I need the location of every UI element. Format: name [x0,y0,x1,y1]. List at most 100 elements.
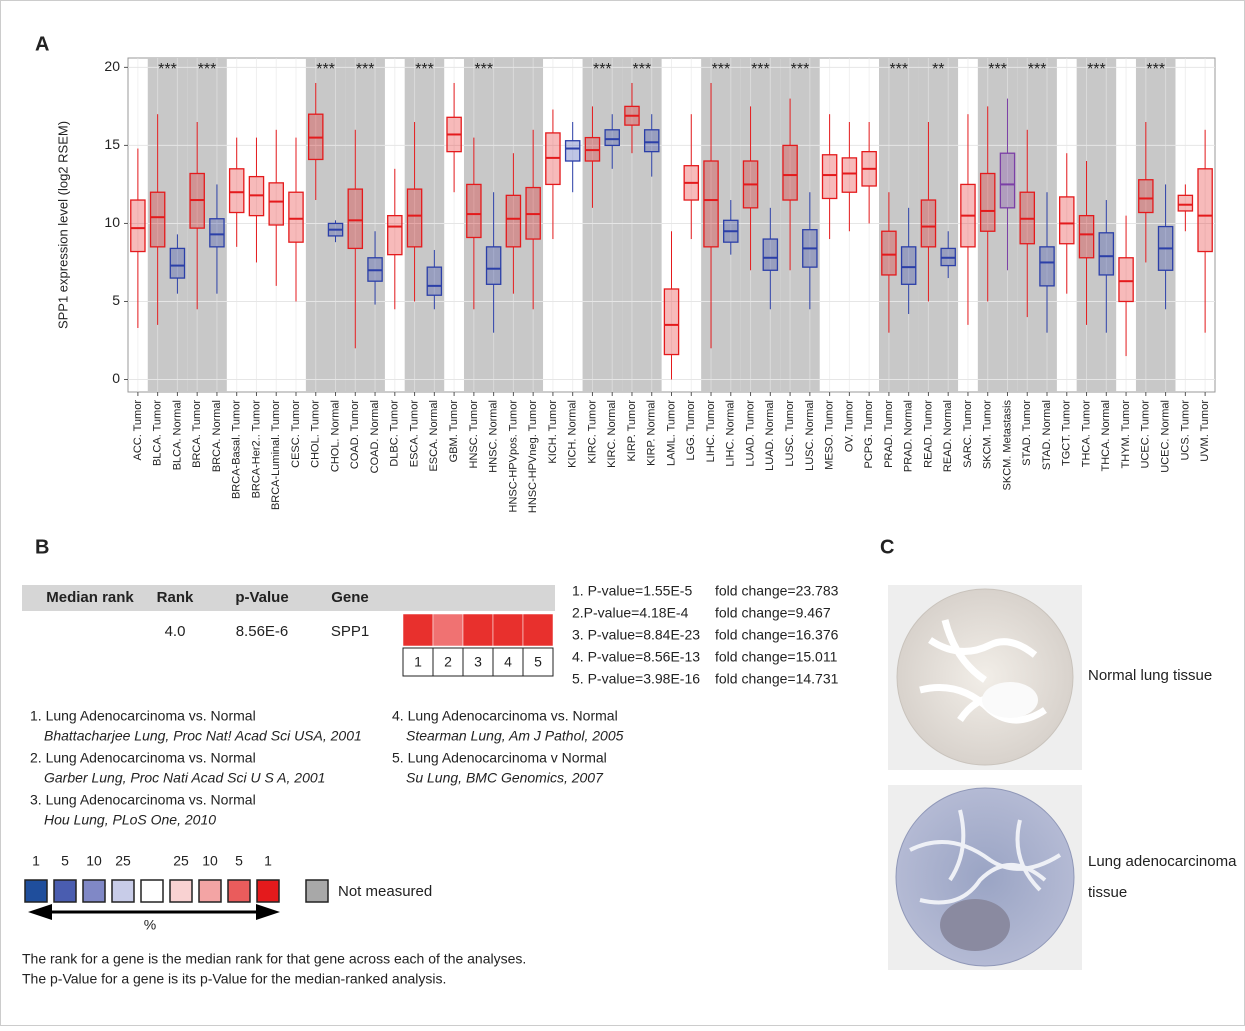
x-tick-label: ESCA. Normal [428,400,440,472]
x-tick-label: COAD. Normal [369,400,381,473]
x-tick-label: KIRC. Tumor [586,400,598,464]
heatmap-index: 2 [444,654,452,670]
x-tick-label: LUSC. Tumor [784,400,796,467]
study-citation: Su Lung, BMC Genomics, 2007 [406,770,604,786]
study-citation: Bhattacharjee Lung, Proc Nat! Acad Sci U… [44,728,362,744]
x-tick-label: BRCA-Basal. Tumor [231,400,243,499]
legend-label: 5 [61,853,69,869]
table-header: Gene [331,589,369,606]
y-tick-label: 0 [112,370,120,386]
x-tick-label: LUAD. Tumor [744,400,756,467]
box [151,192,165,247]
x-tick-label: UCEC. Normal [1159,400,1171,473]
significance: *** [1087,61,1106,78]
y-tick-label: 10 [104,214,120,230]
box [1079,216,1093,258]
shaded-pair [1136,58,1176,392]
x-tick-label: ESCA. Tumor [408,400,420,468]
shaded-pair [741,58,781,392]
box [605,130,619,146]
x-tick-label: LAML. Tumor [665,400,677,466]
legend-swatch [228,880,250,902]
study-title: 2. Lung Adenocarcinoma vs. Normal [30,750,256,766]
box [1000,153,1014,208]
x-tick-label: SARC. Tumor [962,400,974,468]
x-tick-label: BRCA. Normal [211,400,223,472]
x-tick-label: GBM. Tumor [448,400,460,463]
x-tick-label: PRAD. Normal [903,400,915,472]
legend-unit: % [144,917,156,933]
heatmap-cell [523,614,553,646]
x-tick-label: PRAD. Tumor [883,400,895,468]
study-citation: Garber Lung, Proc Nati Acad Sci U S A, 2… [44,770,325,786]
heatmap-index: 5 [534,654,542,670]
x-tick-label: BRCA-Luminal. Tumor [270,400,282,510]
study-citation: Stearman Lung, Am J Pathol, 2005 [406,728,624,744]
box [763,239,777,270]
significance: *** [988,61,1007,78]
analysis-p: 3. P-value=8.84E-23 [572,627,700,643]
box [289,192,303,242]
heatmap-cell [433,614,463,646]
x-tick-label: KIRP. Normal [646,400,658,466]
analysis-p: 1. P-value=1.55E-5 [572,583,692,599]
legend-label: 5 [235,853,243,869]
analysis-p: 2.P-value=4.18E-4 [572,605,689,621]
x-tick-label: HNSC-HPVneg. Tumor [527,400,539,513]
heatmap-cell [463,614,493,646]
box [506,195,520,247]
significance: *** [198,61,217,78]
box [407,189,421,247]
box [981,173,995,231]
x-tick-label: LUSC. Normal [804,400,816,471]
x-tick-label: UCEC. Tumor [1140,400,1152,469]
shaded-pair [780,58,820,392]
significance: *** [889,61,908,78]
x-tick-label: STAD. Tumor [1021,400,1033,466]
box [348,189,362,248]
figure: ABC05101520SPP1 expression level (log2 R… [0,0,1245,1026]
box [210,219,224,247]
x-tick-label: READ. Tumor [922,400,934,468]
box [467,184,481,237]
box [1119,258,1133,302]
box [783,145,797,200]
significance: *** [633,61,652,78]
y-axis-label: SPP1 expression level (log2 RSEM) [55,121,70,329]
x-tick-label: STAD. Normal [1041,400,1053,470]
significance: *** [474,61,493,78]
legend-swatch [257,880,279,902]
heatmap-cell [403,614,433,646]
y-tick-label: 15 [104,136,120,152]
box [1099,233,1113,275]
heatmap-index: 4 [504,654,512,670]
heatmap-cell [493,614,523,646]
box [664,289,678,355]
tissue-image-tumor [888,785,1082,970]
x-tick-label: LIHC. Normal [725,400,737,467]
x-tick-label: OV. Tumor [843,400,855,453]
gene-link[interactable]: SPP1 [331,623,369,640]
legend-swatch [83,880,105,902]
x-tick-label: PCPG. Tumor [863,400,875,469]
legend-swatch [141,880,163,902]
x-tick-label: CESC. Tumor [290,400,302,468]
significance: ** [932,61,944,78]
legend-swatch [170,880,192,902]
tissue-caption: tissue [1088,884,1127,901]
panel-label: C [880,536,894,558]
x-tick-label: READ. Normal [942,400,954,472]
x-tick-label: UVM. Tumor [1199,400,1211,462]
significance: *** [158,61,177,78]
panel-label: B [35,536,49,558]
tissue-image-normal [888,585,1082,770]
analysis-fold: fold change=14.731 [715,671,839,687]
legend-label: 25 [115,853,131,869]
x-tick-label: BRCA. Tumor [191,400,203,468]
study-citation: Hou Lung, PLoS One, 2010 [44,812,216,828]
x-tick-label: LGG. Tumor [685,400,697,461]
x-tick-label: CHOL. Tumor [310,400,322,468]
table-cell: 8.56E-6 [236,623,289,640]
x-tick-label: DLBC. Tumor [389,400,401,467]
box [566,141,580,161]
